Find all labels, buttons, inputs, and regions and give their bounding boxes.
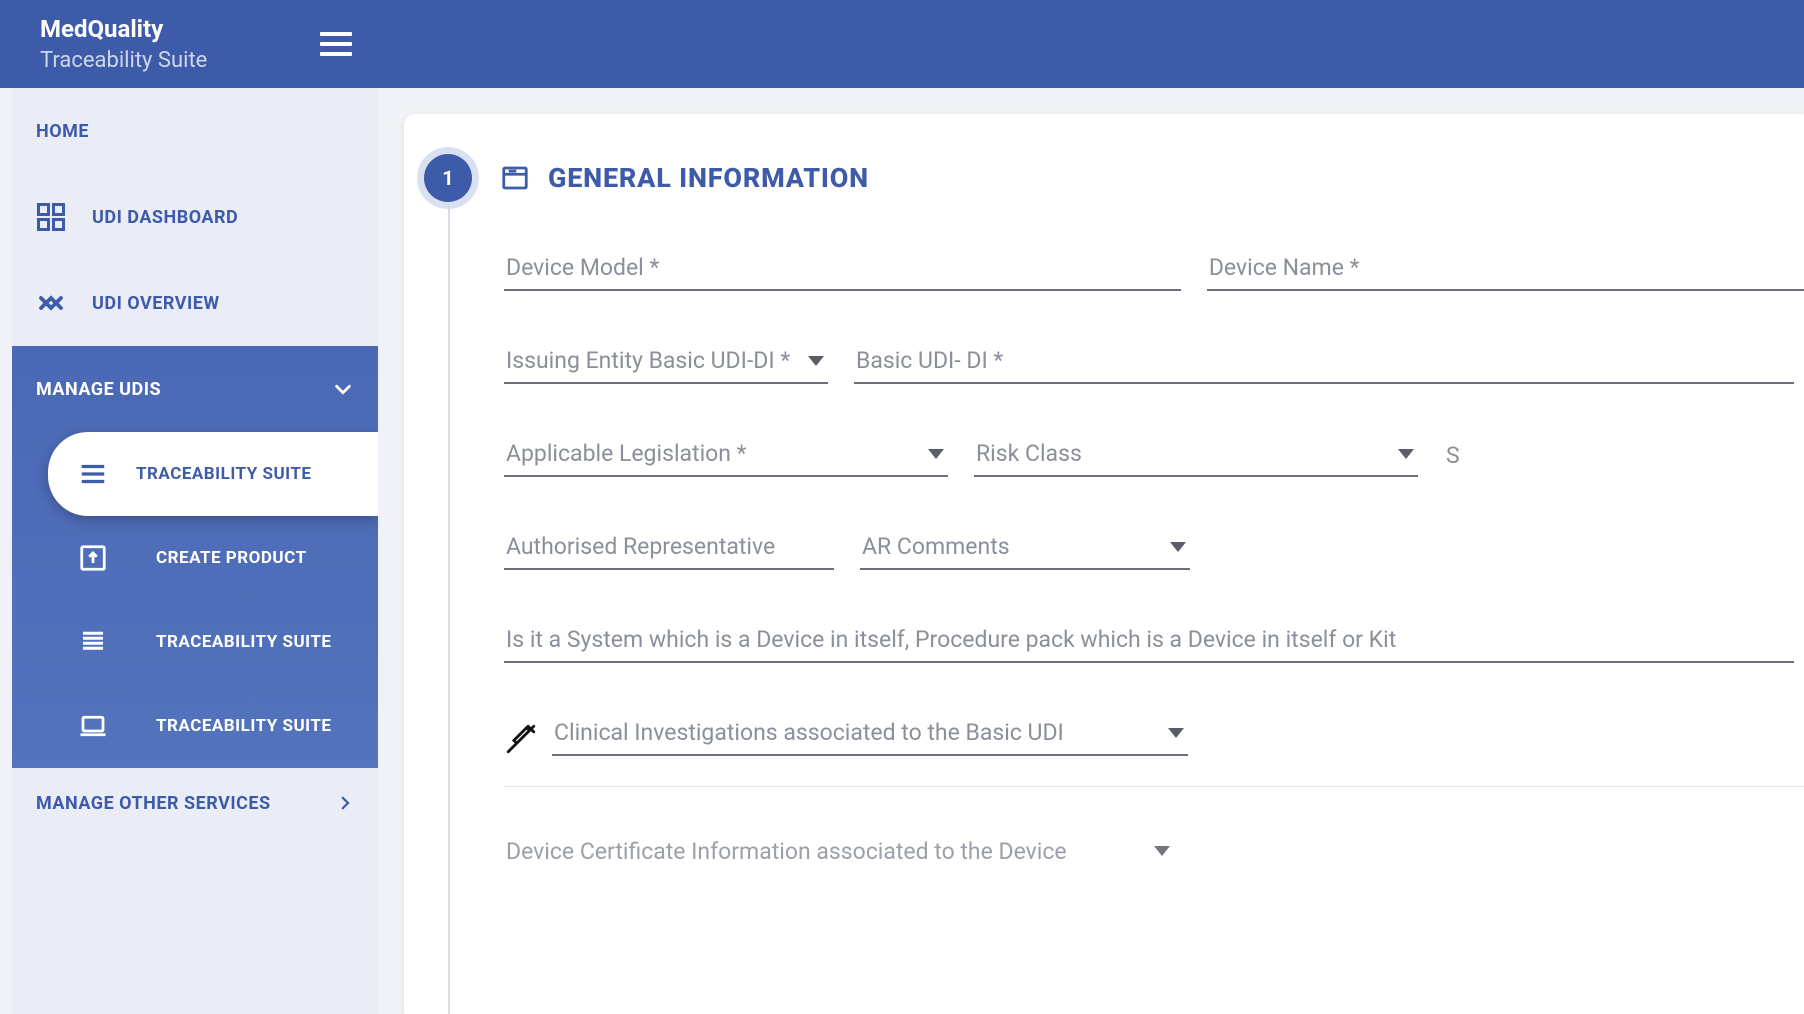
field-label: Basic UDI- DI * xyxy=(856,347,1790,374)
menu-icon xyxy=(78,459,108,489)
dropdown-icon xyxy=(808,356,824,366)
ar-comments-select[interactable]: AR Comments xyxy=(860,527,1190,570)
syringe-icon xyxy=(504,722,538,756)
sidebar-sub-traceability-suite-2[interactable]: TRACEABILITY SUITE xyxy=(12,600,378,684)
sidebar-item-udi-dashboard[interactable]: UDI DASHBOARD xyxy=(12,174,378,260)
dropdown-icon xyxy=(928,449,944,459)
brand-subtitle: Traceability Suite xyxy=(40,48,207,73)
menu-toggle-button[interactable] xyxy=(320,32,352,56)
authorised-representative-field[interactable]: Authorised Representative xyxy=(504,527,834,570)
device-model-field[interactable]: Device Model * xyxy=(504,248,1181,291)
sidebar: HOME UDI DASHBOARD UDI OVERVIEW MANAGE U… xyxy=(12,88,378,1014)
step-header: 1 GENERAL INFORMATION xyxy=(424,154,1804,202)
laptop-icon xyxy=(78,711,108,741)
chevron-down-icon xyxy=(332,378,354,400)
risk-class-select[interactable]: Risk Class xyxy=(974,434,1418,477)
sidebar-sub-label: TRACEABILITY SUITE xyxy=(136,464,311,484)
step-number-badge: 1 xyxy=(424,154,472,202)
dropdown-icon xyxy=(1398,449,1414,459)
sidebar-section-title: MANAGE UDIS xyxy=(36,379,161,400)
field-label: Applicable Legislation * xyxy=(506,440,916,467)
dashboard-icon xyxy=(36,202,66,232)
sidebar-sub-traceability-suite[interactable]: TRACEABILITY SUITE xyxy=(48,432,378,516)
field-label: Device Certificate Information associate… xyxy=(506,838,1142,865)
sidebar-item-udi-overview[interactable]: UDI OVERVIEW xyxy=(12,260,378,346)
sidebar-section-header[interactable]: MANAGE UDIS xyxy=(12,346,378,432)
issuing-entity-select[interactable]: Issuing Entity Basic UDI-DI * xyxy=(504,341,828,384)
sidebar-sub-traceability-suite-3[interactable]: TRACEABILITY SUITE xyxy=(12,684,378,768)
sidebar-item-label: MANAGE OTHER SERVICES xyxy=(36,793,271,814)
clinical-investigations-select[interactable]: Clinical Investigations associated to th… xyxy=(552,713,1188,756)
system-procedure-kit-field[interactable]: Is it a System which is a Device in itse… xyxy=(504,620,1794,663)
basic-udi-di-field[interactable]: Basic UDI- DI * xyxy=(854,341,1794,384)
dropdown-icon xyxy=(1168,728,1184,738)
dropdown-icon xyxy=(1154,846,1170,856)
sidebar-sub-label: TRACEABILITY SUITE xyxy=(156,632,331,652)
overview-icon xyxy=(36,288,66,318)
form-divider xyxy=(504,786,1804,787)
brand-title: MedQuality xyxy=(40,15,207,44)
field-label: Is it a System which is a Device in itse… xyxy=(506,626,1790,653)
form-area: Device Model * Device Name * Issuing Ent… xyxy=(424,248,1804,873)
brand: MedQuality Traceability Suite xyxy=(40,15,207,73)
field-label: Authorised Representative xyxy=(506,533,830,560)
sidebar-sub-label: CREATE PRODUCT xyxy=(156,548,307,568)
field-label: Risk Class xyxy=(976,440,1386,467)
sidebar-section-manage-udis: MANAGE UDIS TRACEABILITY SUITE CREATE PR… xyxy=(12,346,378,768)
topbar: MedQuality Traceability Suite xyxy=(0,0,1804,88)
field-label: AR Comments xyxy=(862,533,1158,560)
list-icon xyxy=(78,627,108,657)
sidebar-item-home[interactable]: HOME xyxy=(12,88,378,174)
applicable-legislation-select[interactable]: Applicable Legislation * xyxy=(504,434,948,477)
sidebar-item-label: UDI DASHBOARD xyxy=(92,207,238,228)
sidebar-item-label: HOME xyxy=(36,121,89,142)
sidebar-item-label: UDI OVERVIEW xyxy=(92,293,220,314)
field-label: Issuing Entity Basic UDI-DI * xyxy=(506,347,796,374)
field-label: S xyxy=(1446,442,1500,469)
dropdown-icon xyxy=(1170,542,1186,552)
field-label: Device Name * xyxy=(1209,254,1800,281)
field-label: Device Model * xyxy=(506,254,1177,281)
step-title: GENERAL INFORMATION xyxy=(548,162,869,194)
chevron-right-icon xyxy=(336,794,354,812)
partial-field-s[interactable]: S xyxy=(1444,435,1504,477)
form-section-icon xyxy=(500,163,530,193)
sidebar-item-manage-other-services[interactable]: MANAGE OTHER SERVICES xyxy=(12,768,378,838)
sidebar-sub-label: TRACEABILITY SUITE xyxy=(156,716,331,736)
device-name-field[interactable]: Device Name * xyxy=(1207,248,1804,291)
upload-icon xyxy=(78,543,108,573)
field-label: Clinical Investigations associated to th… xyxy=(554,719,1156,746)
device-certificate-select[interactable]: Device Certificate Information associate… xyxy=(504,831,1174,873)
sidebar-sub-create-product[interactable]: CREATE PRODUCT xyxy=(12,516,378,600)
step-connector-line xyxy=(448,204,450,1014)
main-panel: 1 GENERAL INFORMATION Device Model * Dev… xyxy=(404,114,1804,1014)
